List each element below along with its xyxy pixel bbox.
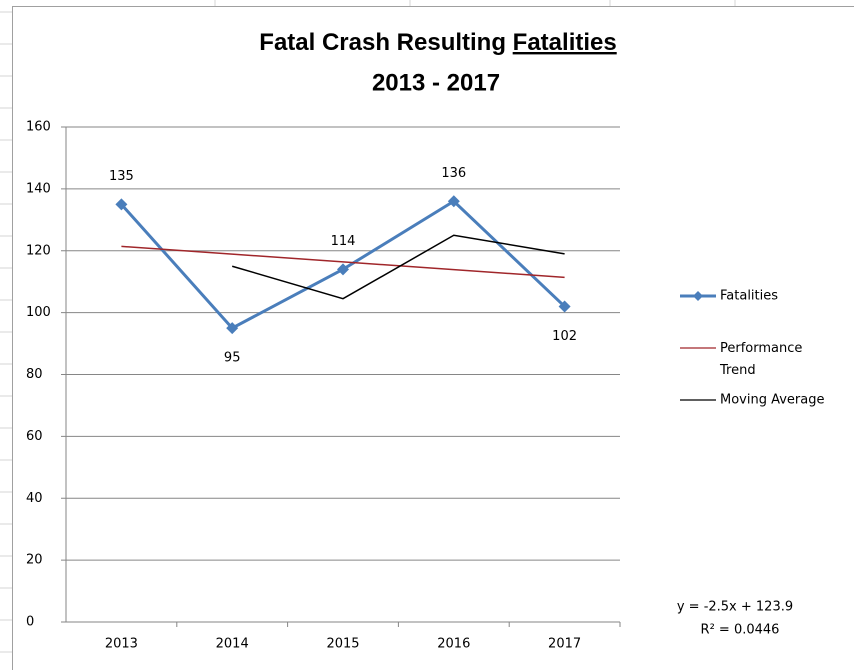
data-label: 136	[441, 166, 466, 181]
x-tick-label: 2015	[326, 637, 359, 652]
x-tick-label: 2017	[548, 637, 581, 652]
y-tick-label: 80	[26, 367, 43, 382]
data-label: 95	[224, 351, 241, 366]
series-line	[121, 245, 565, 279]
legend-label: Performance Trend	[719, 341, 802, 378]
y-tick-label: 160	[26, 120, 51, 135]
data-label: 102	[552, 329, 577, 344]
x-tick-label: 2014	[216, 637, 249, 652]
y-tick-label: 140	[26, 181, 51, 196]
y-tick-label: 60	[26, 429, 43, 444]
y-tick-label: 120	[26, 243, 51, 258]
legend-label: Fatalities	[720, 289, 778, 304]
y-tick-label: 0	[26, 615, 34, 630]
trend-equation: R² = 0.0446	[701, 623, 780, 638]
legend-marker	[693, 291, 703, 301]
data-label: 135	[109, 169, 134, 184]
series-line	[231, 234, 565, 300]
y-tick-label: 100	[26, 305, 51, 320]
data-marker	[337, 263, 349, 276]
title-part: Fatal Crash Resulting	[259, 29, 512, 56]
data-marker	[115, 198, 128, 211]
y-tick-label: 20	[26, 553, 43, 568]
trend-equation: y = -2.5x + 123.9	[677, 600, 793, 615]
data-label: 114	[331, 234, 356, 249]
y-tick-label: 40	[26, 491, 43, 506]
chart-subtitle: 2013 - 2017	[372, 69, 500, 96]
legend-label: Moving Average	[720, 393, 824, 408]
chart-title: Fatal Crash Resulting Fatalities	[259, 29, 616, 56]
legend-label-line: Trend	[719, 363, 756, 378]
x-tick-label: 2013	[105, 637, 138, 652]
title-part: Fatalities	[513, 29, 617, 56]
legend-label-line: Performance	[720, 341, 802, 356]
x-tick-label: 2016	[437, 637, 470, 652]
data-marker	[447, 195, 460, 208]
data-marker	[226, 322, 239, 335]
data-marker	[558, 300, 571, 313]
